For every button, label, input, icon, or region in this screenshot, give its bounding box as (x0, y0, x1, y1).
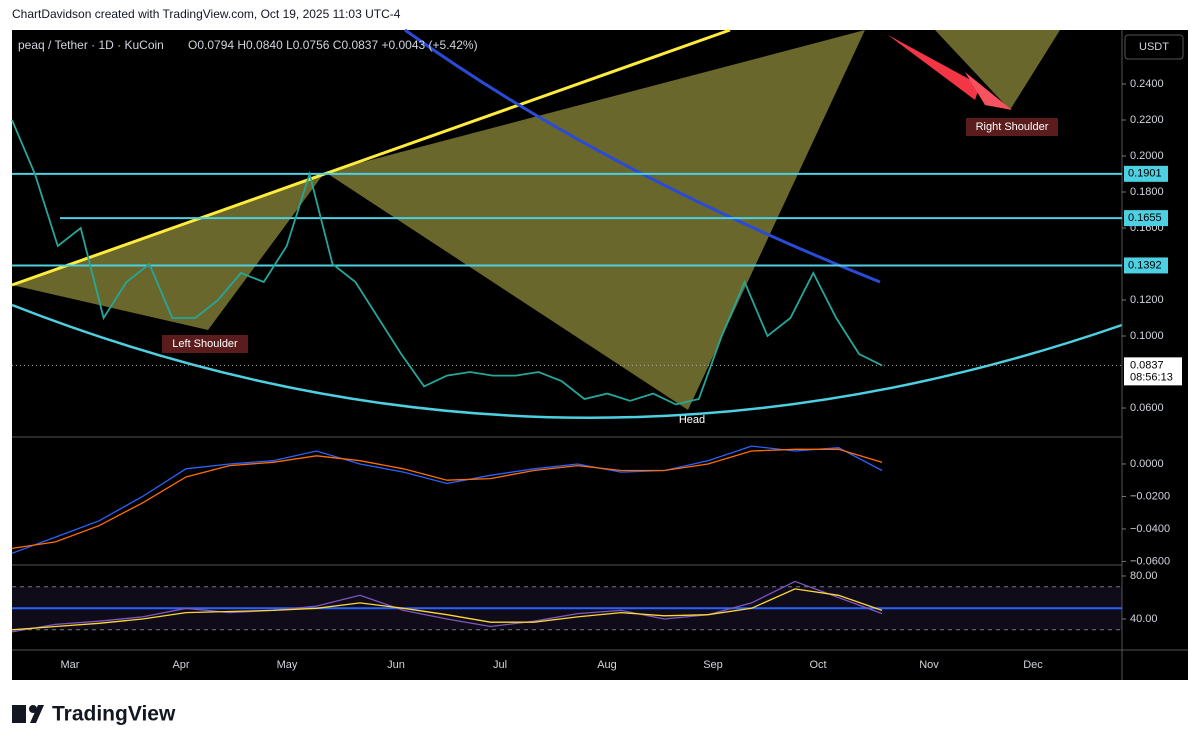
brand: TradingView (52, 703, 176, 726)
y-tick-label: 0.0000 (1130, 458, 1164, 470)
x-tick-label: May (277, 659, 298, 671)
currency: USDT (1139, 41, 1169, 53)
level-label: 0.1392 (1128, 259, 1162, 271)
trend-line (11, 28, 731, 287)
credit: ChartDavidson created with TradingView.c… (12, 7, 401, 21)
annotation: Right Shoulder (976, 121, 1049, 133)
curve (404, 28, 881, 284)
series-line (11, 588, 883, 631)
level-label: 0.1655 (1128, 212, 1162, 224)
y-tick-label: −0.0600 (1130, 555, 1170, 567)
y-tick-label: −0.0200 (1130, 490, 1170, 502)
level-label: 0.1901 (1128, 168, 1162, 180)
arrow (888, 35, 980, 100)
level-tag (1124, 165, 1168, 182)
level-tag (1124, 257, 1168, 274)
y-tick-label: 40.00 (1130, 613, 1158, 625)
currency-box (1124, 34, 1184, 60)
x-tick-label: Apr (172, 659, 189, 671)
annotation-bg (162, 335, 248, 353)
y-tick-label: 80.00 (1130, 570, 1158, 582)
legend: peaq / Tether · 1D · KuCoin (18, 38, 164, 52)
y-tick-label: 0.1800 (1130, 186, 1164, 198)
series-line (11, 448, 883, 550)
last-price-tag (1124, 357, 1182, 386)
arrow (965, 72, 1012, 110)
last-price-label: 0.0837 (1130, 359, 1164, 371)
series-line (11, 445, 883, 554)
ohlc: O0.0794 H0.0840 L0.0756 C0.0837 +0.0043 … (188, 38, 478, 52)
annotation-bg (966, 118, 1058, 136)
x-tick-label: Oct (809, 659, 826, 671)
annotation: Left Shoulder (172, 338, 238, 350)
x-tick-label: Mar (61, 659, 80, 671)
annotation: Head (679, 414, 705, 426)
y-tick-label: 0.0600 (1130, 402, 1164, 414)
logo (12, 705, 44, 723)
x-tick-label: Jun (387, 659, 405, 671)
y-tick-label: 0.2000 (1130, 150, 1164, 162)
pattern-fill (12, 172, 325, 330)
y-tick-label: −0.0400 (1130, 523, 1170, 535)
curve (11, 303, 1123, 419)
series-line (11, 119, 883, 406)
x-tick-label: Jul (493, 659, 507, 671)
x-tick-label: Aug (597, 659, 617, 671)
y-tick-label: 0.2200 (1130, 114, 1164, 126)
series-line (11, 580, 883, 633)
countdown: 08:56:13 (1130, 371, 1173, 383)
y-tick-label: 0.1200 (1130, 294, 1164, 306)
pattern-fill (935, 30, 1060, 110)
level-tag (1124, 210, 1168, 227)
x-tick-label: Dec (1023, 659, 1043, 671)
y-tick-label: 0.2400 (1130, 78, 1164, 90)
x-tick-label: Sep (703, 659, 723, 671)
y-tick-label: 0.1000 (1130, 330, 1164, 342)
x-tick-label: Nov (919, 659, 939, 671)
